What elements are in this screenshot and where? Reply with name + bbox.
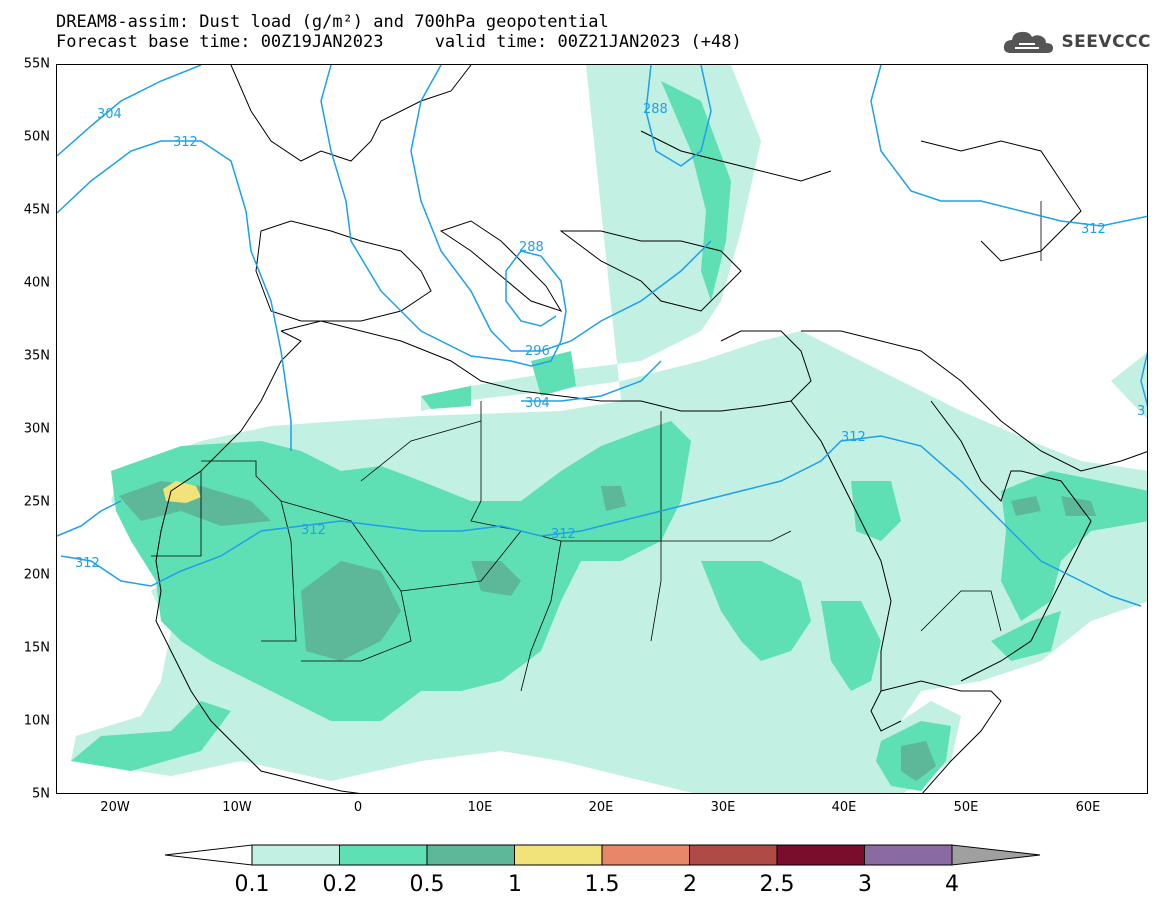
forecast-time-line: Forecast base time: 00Z19JAN2023 valid t… xyxy=(56,32,742,52)
colorbar-tick-4: 1.5 xyxy=(584,872,620,897)
colorbar-tick-5: 2 xyxy=(683,872,697,897)
lat-label-35n: 35N xyxy=(23,348,50,364)
colorbar-box-2 xyxy=(426,844,515,866)
lat-label-20n: 20N xyxy=(23,567,50,583)
lon-label-20e: 20E xyxy=(588,800,614,815)
contour-label-312-e: 312 xyxy=(75,556,100,571)
lat-label-55n: 55N xyxy=(23,56,50,72)
colorbar-tick-2: 0.5 xyxy=(409,872,445,897)
colorbar-tick-8: 4 xyxy=(945,872,959,897)
lon-label-20w: 20W xyxy=(100,800,130,815)
colorbar-under-arrow xyxy=(164,844,253,866)
contour-label-288-b: 288 xyxy=(519,240,544,255)
coastlines xyxy=(155,65,1147,793)
lon-label-40e: 40E xyxy=(831,800,857,815)
dust-map: 304 312 288 288 296 304 312 312 312 312 … xyxy=(57,65,1148,793)
contour-label-288-a: 288 xyxy=(643,102,668,117)
lat-label-30n: 30N xyxy=(23,421,50,437)
lon-label-10e: 10E xyxy=(467,800,493,815)
contour-label-312-b: 312 xyxy=(841,430,866,445)
colorbar-tick-7: 3 xyxy=(858,872,872,897)
dust-band-peak xyxy=(163,481,201,503)
contour-label-312-f: 312 xyxy=(1081,222,1106,237)
colorbar-box-1 xyxy=(339,844,428,866)
colorbar-box-3 xyxy=(514,844,603,866)
lat-label-25n: 25N xyxy=(23,494,50,510)
contour-label-296: 296 xyxy=(525,344,550,359)
map-title: DREAM8-assim: Dust load (g/m²) and 700hP… xyxy=(56,12,609,32)
contour-label-312-g: 312 xyxy=(1137,404,1148,419)
dust-band-light xyxy=(71,65,1147,793)
geopotential-contours xyxy=(57,65,1147,607)
logo: SEEVCCC xyxy=(1001,24,1151,60)
lat-label-15n: 15N xyxy=(23,640,50,656)
map-panel: 304 312 288 288 296 304 312 312 312 312 … xyxy=(56,64,1148,794)
contour-label-group: 304 312 288 288 296 304 312 312 312 312 … xyxy=(75,102,1148,571)
contour-label-304-b: 304 xyxy=(525,396,550,411)
lat-label-5n: 5N xyxy=(32,786,50,802)
contour-label-312-a: 312 xyxy=(173,135,198,150)
borders xyxy=(151,201,1042,692)
colorbar-box-4 xyxy=(601,844,690,866)
lon-label-0: 0 xyxy=(353,800,363,815)
lon-label-30e: 30E xyxy=(710,800,736,815)
lon-label-50e: 50E xyxy=(953,800,979,815)
colorbar-over-arrow xyxy=(951,844,1041,866)
colorbar-tick-1: 0.2 xyxy=(322,872,358,897)
lon-label-10w: 10W xyxy=(222,800,252,815)
colorbar-tick-0: 0.1 xyxy=(234,872,270,897)
colorbar-tick-6: 2.5 xyxy=(759,872,795,897)
colorbar-box-5 xyxy=(689,844,778,866)
colorbar-box-7 xyxy=(864,844,953,866)
logo-text: SEEVCCC xyxy=(1061,32,1151,52)
contour-label-312-d: 312 xyxy=(551,527,576,542)
colorbar-box-0 xyxy=(251,844,340,866)
cloud-icon xyxy=(1004,31,1054,53)
lat-label-40n: 40N xyxy=(23,275,50,291)
colorbar xyxy=(164,844,1041,866)
lat-label-10n: 10N xyxy=(23,713,50,729)
lat-label-45n: 45N xyxy=(23,202,50,218)
lat-label-50n: 50N xyxy=(23,129,50,145)
contour-label-304-a: 304 xyxy=(97,107,122,122)
colorbar-tick-3: 1 xyxy=(508,872,522,897)
colorbar-box-6 xyxy=(776,844,865,866)
contour-label-312-c: 312 xyxy=(301,523,326,538)
dust-band-high xyxy=(119,481,1096,781)
lon-label-60e: 60E xyxy=(1075,800,1101,815)
